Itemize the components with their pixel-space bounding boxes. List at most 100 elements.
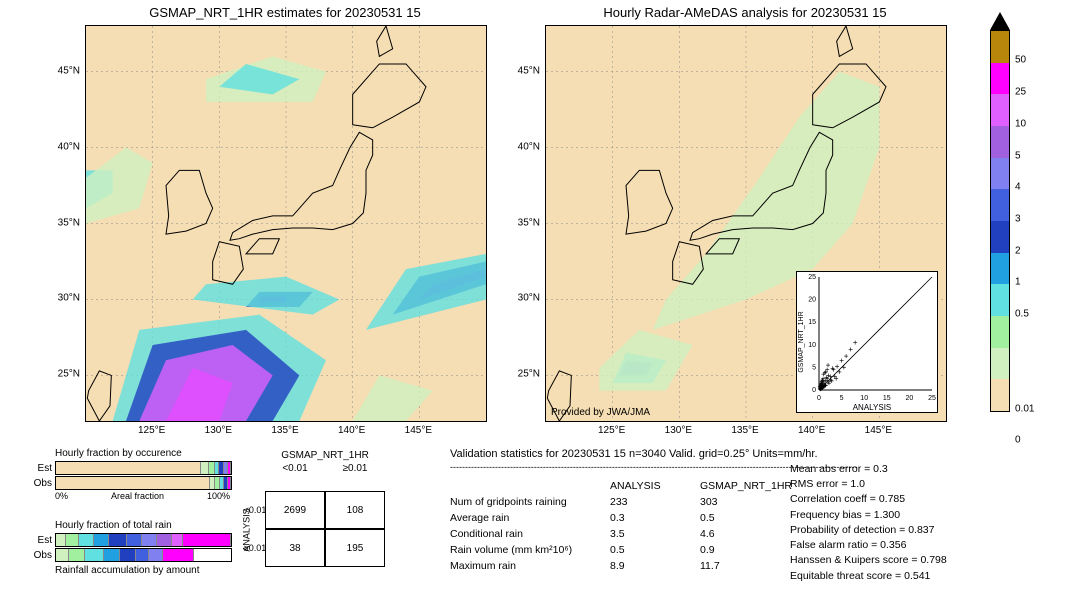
xtick-label: 130°E [665,425,692,436]
hbar-tot-est [55,533,232,547]
cont-col-header: GSMAP_NRT_1HR [265,450,385,461]
hbar-obs-label: Obs [30,478,52,489]
cont-col1: ≥0.01 [325,463,385,477]
stats-title: Validation statistics for 20230531 15 n=… [450,448,1050,460]
svg-text:25: 25 [808,274,816,281]
xtick-label: 125°E [138,425,165,436]
colorbar-segment [991,221,1009,253]
metric-line: Frequency bias = 1.300 [790,508,947,523]
cont-cell-01: 108 [325,491,385,529]
svg-text:15: 15 [808,319,816,326]
stats-cell: Rain volume (mm km²10⁶) [450,544,610,556]
hbar-title-1: Hourly fraction by occurence [55,448,232,459]
colorbar-label: 3 [1015,214,1021,225]
hbar-segment [228,477,231,489]
cont-row-header: ANALYSIS [242,508,252,551]
hbar-segment [172,534,182,546]
stats-divider: ----------------------------------------… [450,462,1050,472]
left-map-title: GSMAP_NRT_1HR estimates for 20230531 15 [85,5,485,20]
stats-col-analysis: ANALYSIS [610,480,700,492]
contingency-table: GSMAP_NRT_1HR <0.01 ≥0.01 <0.01 2699 108… [245,450,385,567]
hbar-segment [56,549,69,561]
hbar-title-3: Rainfall accumulation by amount [55,565,232,576]
stats-cell: 233 [610,496,700,508]
hbar-occ-est [55,461,232,475]
stats-section: Validation statistics for 20230531 15 n=… [450,448,1050,572]
stats-table: ANALYSIS GSMAP_NRT_1HR Num of gridpoints… [450,480,1050,572]
metric-line: False alarm ratio = 0.356 [790,538,947,553]
colorbar-segment [991,126,1009,158]
svg-text:25: 25 [928,395,936,402]
stats-cell: 4.6 [700,528,800,540]
hbar-tot-obs [55,548,232,562]
colorbar-segment [991,31,1009,63]
scatter-svg: 00551010151520202525ANALYSISGSMAP_NRT_1H… [797,272,937,412]
hbar-segment [56,534,66,546]
ytick-label: 30°N [45,293,80,304]
hbar-segment [163,549,194,561]
svg-text:10: 10 [860,395,868,402]
svg-text:5: 5 [812,364,816,371]
metric-line: Probability of detection = 0.837 [790,523,947,538]
ytick-label: 35°N [505,217,540,228]
hbar-est-label: Est [30,463,52,474]
colorbar-segment [991,94,1009,126]
inset-scatter: 00551010151520202525ANALYSISGSMAP_NRT_1H… [796,271,938,413]
ytick-label: 45°N [505,65,540,76]
stats-cell: 0.9 [700,544,800,556]
stats-cell: 303 [700,496,800,508]
hourly-fraction-total: Hourly fraction of total rain Est Obs Ra… [30,520,232,578]
xtick-label: 130°E [205,425,232,436]
hbar-segment [127,534,142,546]
colorbar-segment [991,63,1009,95]
metric-line: RMS error = 1.0 [790,477,947,492]
colorbar-segment [991,284,1009,316]
xtick-label: 135°E [731,425,758,436]
provided-by-label: Provided by JWA/JMA [551,407,650,418]
colorbar-segment [991,253,1009,285]
hbar-segment [201,462,209,474]
colorbar-label: 0.01 [1015,404,1034,415]
hbar-segment [149,549,163,561]
ytick-label: 40°N [45,141,80,152]
stats-col-gsmap: GSMAP_NRT_1HR [700,480,800,492]
svg-text:0: 0 [817,395,821,402]
hbar-segment [228,462,231,474]
colorbar-label: 4 [1015,182,1021,193]
svg-text:20: 20 [906,395,914,402]
svg-text:5: 5 [840,395,844,402]
hbar-segment [79,534,94,546]
hbar-segment [66,534,78,546]
svg-text:0: 0 [812,387,816,394]
xtick-label: 145°E [865,425,892,436]
svg-text:20: 20 [808,297,816,304]
hbar-segment [142,534,157,546]
hbar-segment [56,477,210,489]
cont-cell-00: 2699 [265,491,325,529]
colorbar-label: 1 [1015,277,1021,288]
left-map [85,25,487,422]
stats-metrics: Mean abs error = 0.3RMS error = 1.0Corre… [790,462,947,584]
hbar-segment [94,534,109,546]
svg-text:ANALYSIS: ANALYSIS [853,403,892,412]
stats-cell: Average rain [450,512,610,524]
stats-cell: Conditional rain [450,528,610,540]
stats-cell: Num of gridpoints raining [450,496,610,508]
cont-cell-11: 195 [325,529,385,567]
colorbar-segment [991,189,1009,221]
colorbar-label: 50 [1015,55,1026,66]
colorbar-segment [991,316,1009,348]
hbar-segment [183,534,231,546]
hbar-title-2: Hourly fraction of total rain [55,520,232,531]
right-map-title: Hourly Radar-AMeDAS analysis for 2023053… [545,5,945,20]
left-map-svg [86,26,486,421]
colorbar-segment [991,158,1009,190]
colorbar [990,30,1010,412]
colorbar-label: 0.5 [1015,309,1029,320]
hourly-fraction-occurence: Hourly fraction by occurence Est Obs 0% … [30,448,232,501]
hbar-axis-label: Areal fraction [111,491,164,501]
xtick-label: 125°E [598,425,625,436]
colorbar-label: 25 [1015,87,1026,98]
cont-cell-10: 38 [265,529,325,567]
colorbar-label: 10 [1015,119,1026,130]
